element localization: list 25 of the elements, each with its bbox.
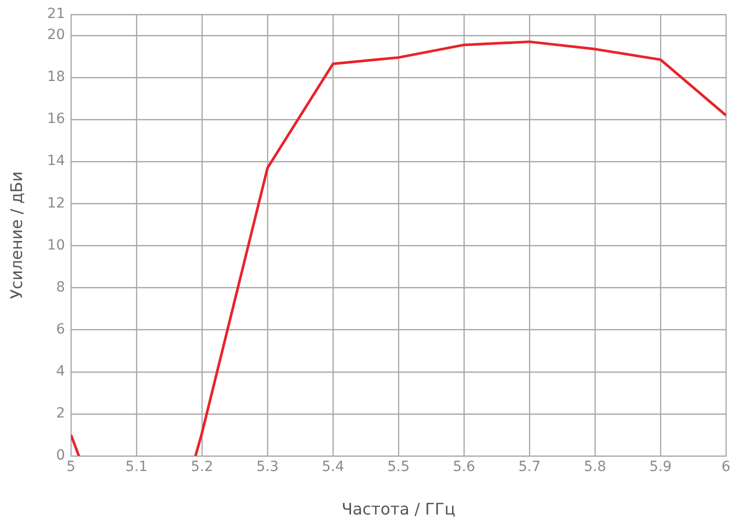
x-tick-label: 5.2	[190, 459, 214, 476]
x-tick-label: 5.6	[452, 459, 476, 476]
y-tick-label: 16	[47, 111, 66, 128]
y-tick-label: 20	[47, 27, 66, 44]
y-tick-label: 18	[47, 69, 66, 86]
y-tick-label: 14	[47, 153, 66, 170]
x-tick-label: 5.8	[584, 459, 606, 476]
x-tick-label: 5.9	[649, 459, 672, 476]
x-tick-label: 5.5	[387, 459, 410, 476]
y-tick-label: 0	[56, 448, 66, 464]
y-tick-label: 6	[56, 321, 66, 338]
y-tick-label: 8	[56, 279, 66, 296]
y-tick-label: 4	[56, 364, 66, 380]
x-axis-title: Частота / ГГц	[342, 500, 456, 519]
y-tick-label: 12	[47, 195, 66, 212]
x-tick-label: 5.7	[518, 459, 541, 476]
x-tick-label: 5.4	[322, 459, 344, 476]
y-axis-title: Усиление / дБи	[6, 171, 26, 300]
y-tick-label: 2	[56, 406, 66, 422]
y-tick-label: 21	[47, 6, 66, 22]
x-tick-label: 5.1	[125, 459, 148, 476]
y-tick-label: 10	[47, 237, 66, 254]
x-tick-label: 5	[66, 459, 76, 476]
x-tick-label: 6	[722, 459, 731, 476]
x-tick-label: 5.3	[256, 459, 279, 476]
